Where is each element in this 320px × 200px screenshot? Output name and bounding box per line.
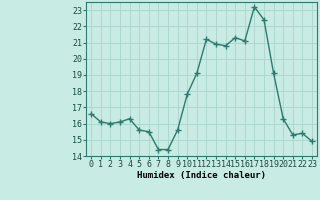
X-axis label: Humidex (Indice chaleur): Humidex (Indice chaleur) <box>137 171 266 180</box>
